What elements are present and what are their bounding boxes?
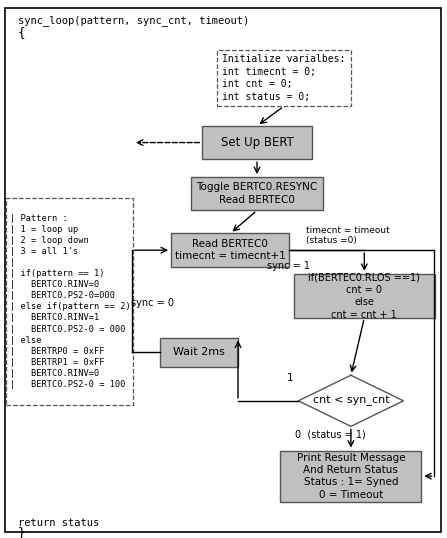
Text: | Pattern :
| 1 = loop up
| 2 = loop down
| 3 = all 1's
|
| if(pattern == 1)
|  : | Pattern : | 1 = loop up | 2 = loop dow… xyxy=(10,214,131,389)
Text: 0  (status = 1): 0 (status = 1) xyxy=(295,429,366,440)
Text: Toggle BERTC0.RESYNC
Read BERTEC0: Toggle BERTC0.RESYNC Read BERTEC0 xyxy=(196,182,318,205)
FancyBboxPatch shape xyxy=(281,451,422,501)
Text: timecnt = timeout
(status =0): timecnt = timeout (status =0) xyxy=(306,226,390,245)
FancyBboxPatch shape xyxy=(217,50,351,107)
Text: if(BERTEC0.RLOS ==1)
cnt = 0
else
cnt = cnt + 1: if(BERTEC0.RLOS ==1) cnt = 0 else cnt = … xyxy=(308,272,420,320)
Text: Wait 2ms: Wait 2ms xyxy=(173,348,225,357)
FancyBboxPatch shape xyxy=(191,177,323,210)
Text: sync = 1: sync = 1 xyxy=(267,260,310,271)
Polygon shape xyxy=(299,376,403,426)
FancyBboxPatch shape xyxy=(202,126,312,159)
FancyBboxPatch shape xyxy=(294,274,434,318)
FancyBboxPatch shape xyxy=(171,233,290,267)
Text: return status: return status xyxy=(18,518,99,528)
Text: {: { xyxy=(18,26,25,39)
Text: }: } xyxy=(18,526,25,538)
Text: Print Result Message
And Return Status
Status : 1= Syned
0 = Timeout: Print Result Message And Return Status S… xyxy=(296,452,405,500)
Text: cnt < syn_cnt: cnt < syn_cnt xyxy=(312,395,389,406)
Text: Set Up BERT: Set Up BERT xyxy=(220,136,294,149)
Text: Read BERTEC0
timecnt = timecnt+1: Read BERTEC0 timecnt = timecnt+1 xyxy=(175,239,286,261)
Text: sync = 0: sync = 0 xyxy=(131,298,174,308)
FancyBboxPatch shape xyxy=(6,197,133,405)
Text: sync_loop(pattern, sync_cnt, timeout): sync_loop(pattern, sync_cnt, timeout) xyxy=(18,15,249,26)
FancyBboxPatch shape xyxy=(160,338,238,367)
Text: 1: 1 xyxy=(287,373,294,383)
Text: Initialize varialbes:
int timecnt = 0;
int cnt = 0;
int status = 0;: Initialize varialbes: int timecnt = 0; i… xyxy=(222,54,346,102)
